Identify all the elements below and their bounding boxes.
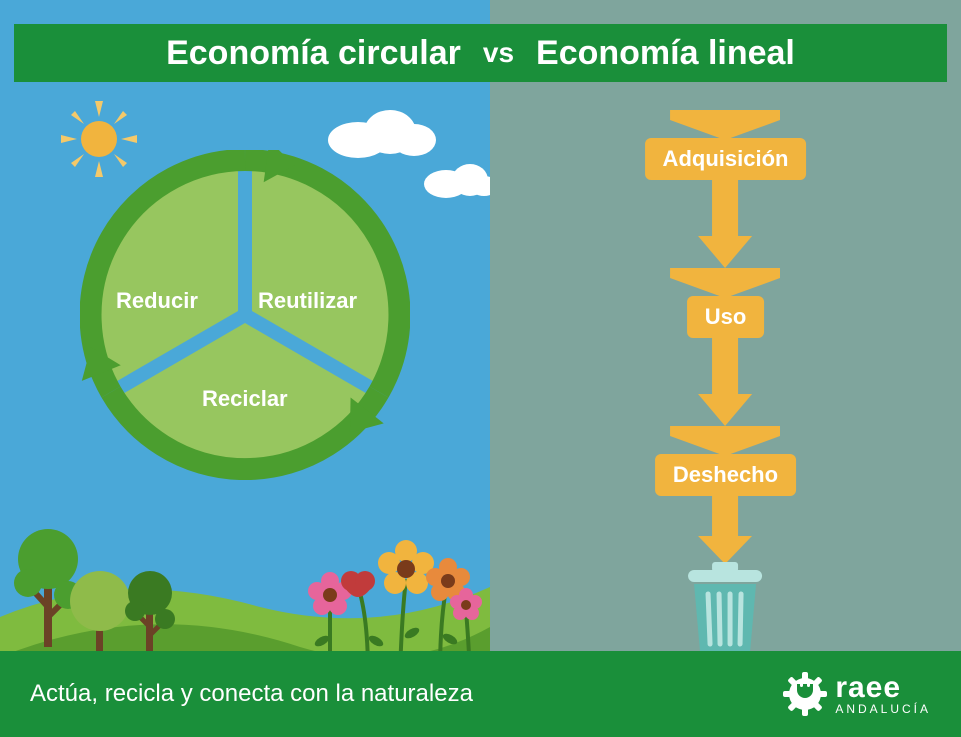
linear-economy-panel: Adquisición Uso Deshecho bbox=[490, 0, 961, 737]
logo-name: raee bbox=[835, 673, 931, 703]
header-vs: vs bbox=[483, 37, 514, 69]
logo-region: ANDALUCÍA bbox=[835, 703, 931, 715]
linear-flow: Adquisición Uso Deshecho bbox=[645, 110, 807, 656]
header-band: Economía circular vs Economía lineal bbox=[14, 24, 947, 82]
infographic-container: Reducir Reutilizar Reciclar Adquisición … bbox=[0, 0, 961, 737]
circular-economy-panel: Reducir Reutilizar Reciclar bbox=[0, 0, 490, 737]
arrow-down-icon bbox=[698, 494, 752, 566]
plug-gear-icon bbox=[783, 672, 827, 716]
linear-step-2: Uso bbox=[687, 296, 765, 338]
footer-band: Actúa, recicla y conecta con la naturale… bbox=[0, 651, 961, 737]
arrow-down-icon bbox=[698, 178, 752, 270]
cloud-icon bbox=[420, 160, 490, 200]
circular-label-reduce: Reducir bbox=[116, 288, 198, 314]
linear-step-1: Adquisición bbox=[645, 138, 807, 180]
trash-icon bbox=[682, 560, 768, 656]
trees-illustration bbox=[10, 487, 190, 667]
circular-label-reuse: Reutilizar bbox=[258, 288, 357, 314]
brand-logo: raee ANDALUCÍA bbox=[783, 672, 931, 716]
header-title-left: Economía circular bbox=[166, 34, 461, 73]
linear-step-3: Deshecho bbox=[655, 454, 796, 496]
header-title-right: Economía lineal bbox=[536, 34, 795, 73]
circular-label-recycle: Reciclar bbox=[202, 386, 288, 412]
circular-diagram: Reducir Reutilizar Reciclar bbox=[80, 150, 410, 480]
arrow-down-icon bbox=[698, 336, 752, 428]
footer-tagline: Actúa, recicla y conecta con la naturale… bbox=[30, 680, 473, 708]
